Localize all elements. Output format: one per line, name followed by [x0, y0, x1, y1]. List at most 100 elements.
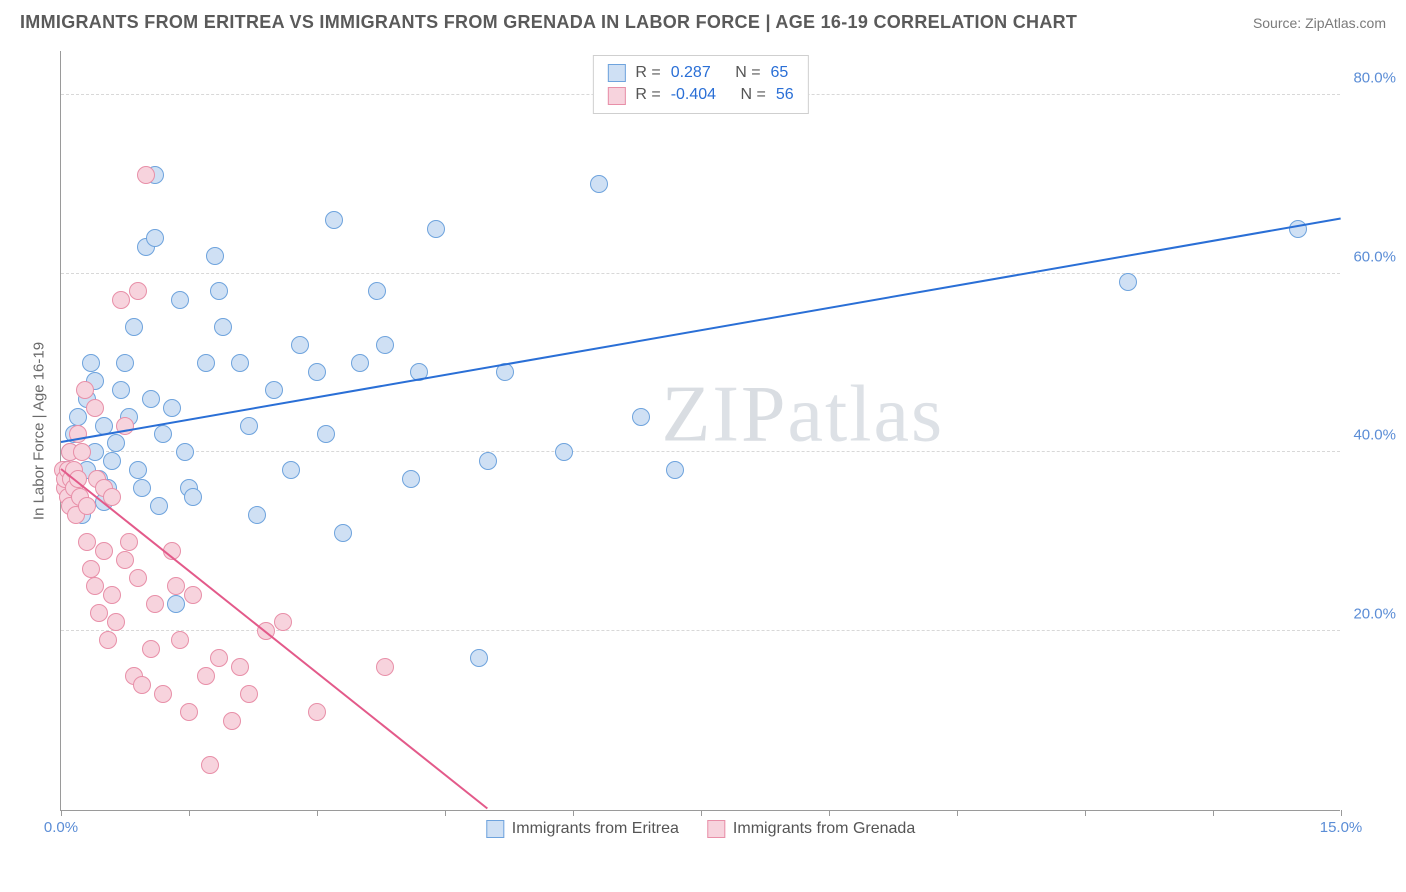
- scatter-plot: In Labor Force | Age 16-19 ZIPatlas R = …: [60, 51, 1340, 811]
- x-tick: [61, 810, 62, 816]
- swatch-icon: [607, 64, 625, 82]
- scatter-point: [146, 595, 164, 613]
- scatter-point: [231, 658, 249, 676]
- scatter-point: [112, 381, 130, 399]
- scatter-point: [146, 229, 164, 247]
- scatter-point: [154, 425, 172, 443]
- gridline: [61, 451, 1340, 452]
- scatter-point: [317, 425, 335, 443]
- scatter-point: [210, 282, 228, 300]
- bottom-legend: Immigrants from Eritrea Immigrants from …: [486, 820, 915, 838]
- stats-row-eritrea: R = 0.287 N = 65: [607, 62, 793, 84]
- scatter-point: [167, 595, 185, 613]
- scatter-point: [82, 560, 100, 578]
- scatter-point: [368, 282, 386, 300]
- scatter-point: [590, 175, 608, 193]
- scatter-point: [402, 470, 420, 488]
- scatter-point: [116, 354, 134, 372]
- y-axis-title: In Labor Force | Age 16-19: [31, 341, 48, 519]
- x-tick: [957, 810, 958, 816]
- x-tick: [829, 810, 830, 816]
- scatter-point: [171, 291, 189, 309]
- scatter-point: [90, 604, 108, 622]
- scatter-point: [176, 443, 194, 461]
- gridline: [61, 630, 1340, 631]
- stat-r-label: R =: [635, 84, 660, 106]
- scatter-point: [78, 533, 96, 551]
- scatter-point: [107, 434, 125, 452]
- x-tick: [1213, 810, 1214, 816]
- scatter-point: [184, 586, 202, 604]
- plot-wrap: In Labor Force | Age 16-19 ZIPatlas R = …: [20, 41, 1380, 861]
- scatter-point: [120, 533, 138, 551]
- scatter-point: [78, 497, 96, 515]
- scatter-point: [666, 461, 684, 479]
- scatter-point: [167, 577, 185, 595]
- watermark: ZIPatlas: [662, 370, 945, 461]
- scatter-point: [154, 685, 172, 703]
- scatter-point: [103, 452, 121, 470]
- scatter-point: [82, 354, 100, 372]
- scatter-point: [197, 667, 215, 685]
- scatter-point: [555, 443, 573, 461]
- x-tick: [445, 810, 446, 816]
- chart-title: IMMIGRANTS FROM ERITREA VS IMMIGRANTS FR…: [20, 12, 1077, 33]
- scatter-point: [231, 354, 249, 372]
- gridline: [61, 273, 1340, 274]
- swatch-icon: [486, 820, 504, 838]
- stat-r-value: 0.287: [671, 62, 711, 84]
- scatter-point: [427, 220, 445, 238]
- scatter-point: [171, 631, 189, 649]
- scatter-point: [282, 461, 300, 479]
- swatch-icon: [607, 87, 625, 105]
- scatter-point: [376, 336, 394, 354]
- scatter-point: [133, 676, 151, 694]
- scatter-point: [334, 524, 352, 542]
- scatter-point: [76, 381, 94, 399]
- scatter-point: [73, 443, 91, 461]
- stat-n-label: N =: [741, 84, 766, 106]
- scatter-point: [265, 381, 283, 399]
- scatter-point: [308, 363, 326, 381]
- scatter-point: [210, 649, 228, 667]
- scatter-point: [142, 390, 160, 408]
- scatter-point: [248, 506, 266, 524]
- y-tick-label: 40.0%: [1353, 427, 1396, 444]
- stat-n-value: 65: [771, 62, 789, 84]
- scatter-point: [184, 488, 202, 506]
- scatter-point: [86, 399, 104, 417]
- x-tick: [1341, 810, 1342, 816]
- stats-row-grenada: R = -0.404 N = 56: [607, 84, 793, 106]
- scatter-point: [137, 166, 155, 184]
- x-tick: [573, 810, 574, 816]
- scatter-point: [201, 756, 219, 774]
- scatter-point: [99, 631, 117, 649]
- scatter-point: [180, 703, 198, 721]
- scatter-point: [116, 551, 134, 569]
- scatter-point: [133, 479, 151, 497]
- stat-r-value: -0.404: [671, 84, 716, 106]
- scatter-point: [107, 613, 125, 631]
- x-tick-label: 0.0%: [44, 819, 78, 836]
- scatter-point: [479, 452, 497, 470]
- stat-n-value: 56: [776, 84, 794, 106]
- scatter-point: [376, 658, 394, 676]
- x-tick: [317, 810, 318, 816]
- scatter-point: [632, 408, 650, 426]
- legend-item-grenada: Immigrants from Grenada: [707, 820, 915, 838]
- scatter-point: [150, 497, 168, 515]
- scatter-point: [240, 685, 258, 703]
- scatter-point: [1289, 220, 1307, 238]
- x-tick: [1085, 810, 1086, 816]
- scatter-point: [112, 291, 130, 309]
- y-tick-label: 60.0%: [1353, 248, 1396, 265]
- y-tick-label: 20.0%: [1353, 606, 1396, 623]
- scatter-point: [142, 640, 160, 658]
- scatter-point: [69, 408, 87, 426]
- header: IMMIGRANTS FROM ERITREA VS IMMIGRANTS FR…: [20, 12, 1386, 33]
- swatch-icon: [707, 820, 725, 838]
- x-tick: [189, 810, 190, 816]
- trend-line: [60, 468, 488, 809]
- x-tick: [701, 810, 702, 816]
- stats-box: R = 0.287 N = 65 R = -0.404 N = 56: [592, 55, 808, 114]
